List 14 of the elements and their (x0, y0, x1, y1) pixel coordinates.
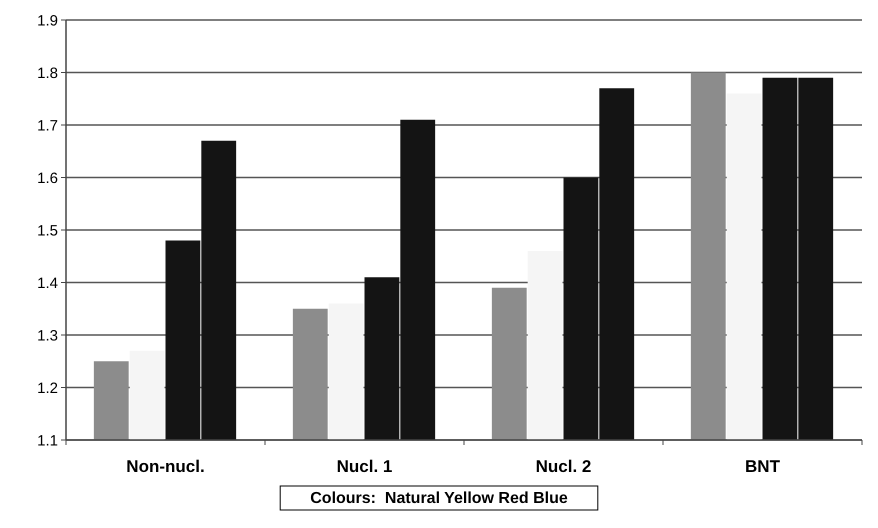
y-tick-label: 1.6 (37, 170, 58, 187)
y-tick-label: 1.2 (37, 380, 58, 397)
y-tick-label: 1.1 (37, 432, 58, 450)
y-tick-label: 1.3 (37, 327, 58, 344)
text: Colours: Natural Yellow Red Blue (310, 490, 568, 507)
x-tick-label: Nucl. 2 (536, 457, 592, 476)
y-tick-label: 1.7 (37, 117, 58, 134)
y-tick-label: 1.8 (37, 64, 58, 82)
x-tick-label: Nucl. 1 (336, 457, 392, 476)
y-tick-label: 1.9 (37, 12, 58, 30)
y-tick-label: 1.4 (37, 274, 58, 292)
x-tick-label: BNT (745, 457, 781, 476)
x-tick-label: Non-nucl. (126, 457, 205, 476)
y-tick-label: 1.5 (37, 222, 58, 240)
